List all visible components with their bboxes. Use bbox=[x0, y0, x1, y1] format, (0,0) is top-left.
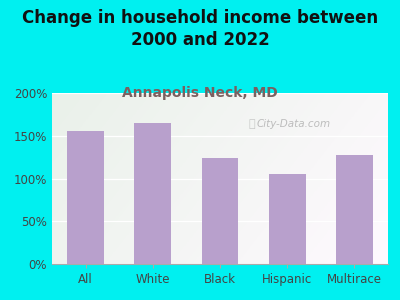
Bar bbox=[67, 131, 104, 264]
Text: Change in household income between
2000 and 2022: Change in household income between 2000 … bbox=[22, 9, 378, 49]
Text: ⓘ: ⓘ bbox=[249, 119, 255, 129]
Bar bbox=[134, 123, 171, 264]
Bar bbox=[269, 174, 306, 264]
Bar bbox=[202, 158, 238, 264]
Text: Annapolis Neck, MD: Annapolis Neck, MD bbox=[122, 85, 278, 100]
Text: City-Data.com: City-Data.com bbox=[257, 119, 331, 129]
Bar bbox=[336, 154, 373, 264]
